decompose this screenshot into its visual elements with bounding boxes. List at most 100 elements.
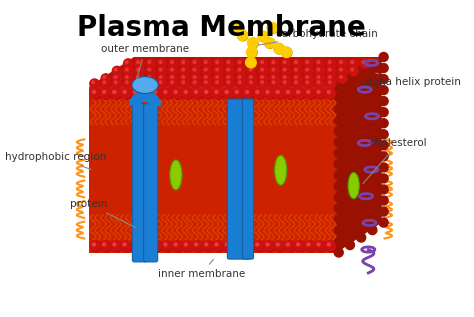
Circle shape bbox=[317, 90, 320, 94]
Circle shape bbox=[148, 76, 151, 79]
Ellipse shape bbox=[348, 172, 359, 199]
Circle shape bbox=[233, 88, 244, 99]
Circle shape bbox=[379, 74, 388, 84]
Circle shape bbox=[169, 74, 178, 83]
Circle shape bbox=[315, 79, 325, 88]
Text: Plasma Membrane: Plasma Membrane bbox=[77, 14, 366, 42]
Circle shape bbox=[362, 61, 365, 63]
Circle shape bbox=[327, 243, 330, 246]
Circle shape bbox=[379, 207, 388, 216]
Circle shape bbox=[379, 108, 388, 117]
Circle shape bbox=[202, 74, 212, 83]
Polygon shape bbox=[89, 87, 337, 253]
Circle shape bbox=[334, 215, 343, 224]
Circle shape bbox=[274, 241, 284, 251]
Circle shape bbox=[141, 88, 152, 99]
Circle shape bbox=[182, 241, 193, 252]
Circle shape bbox=[90, 88, 100, 99]
Circle shape bbox=[121, 89, 132, 99]
Circle shape bbox=[334, 160, 343, 169]
Circle shape bbox=[315, 59, 325, 68]
Circle shape bbox=[357, 123, 365, 132]
Circle shape bbox=[246, 90, 249, 94]
Circle shape bbox=[274, 88, 284, 99]
Circle shape bbox=[133, 243, 137, 246]
Circle shape bbox=[204, 68, 207, 71]
Circle shape bbox=[124, 79, 133, 88]
Circle shape bbox=[114, 76, 117, 79]
Circle shape bbox=[305, 241, 316, 252]
Circle shape bbox=[295, 81, 297, 84]
Circle shape bbox=[317, 61, 320, 63]
Circle shape bbox=[283, 76, 286, 79]
Circle shape bbox=[274, 44, 284, 54]
Circle shape bbox=[254, 88, 264, 99]
Circle shape bbox=[111, 241, 121, 252]
Circle shape bbox=[100, 241, 111, 251]
Circle shape bbox=[91, 241, 101, 252]
Circle shape bbox=[357, 68, 365, 76]
Circle shape bbox=[379, 97, 388, 106]
Circle shape bbox=[297, 90, 300, 94]
Circle shape bbox=[101, 241, 111, 252]
Circle shape bbox=[235, 90, 238, 94]
Circle shape bbox=[334, 193, 343, 202]
Circle shape bbox=[227, 61, 229, 63]
Circle shape bbox=[346, 130, 355, 139]
Circle shape bbox=[360, 59, 370, 68]
Circle shape bbox=[216, 76, 219, 79]
Circle shape bbox=[261, 68, 264, 71]
Circle shape bbox=[379, 130, 388, 139]
Circle shape bbox=[171, 81, 173, 84]
Circle shape bbox=[293, 79, 302, 88]
Circle shape bbox=[295, 89, 305, 99]
Circle shape bbox=[249, 76, 252, 79]
Circle shape bbox=[135, 66, 144, 76]
Circle shape bbox=[357, 189, 365, 198]
Circle shape bbox=[148, 68, 151, 71]
Circle shape bbox=[100, 88, 111, 99]
Circle shape bbox=[192, 241, 203, 251]
Circle shape bbox=[92, 90, 95, 94]
Circle shape bbox=[216, 81, 219, 84]
Circle shape bbox=[328, 68, 331, 71]
Circle shape bbox=[152, 241, 162, 252]
Circle shape bbox=[146, 59, 155, 68]
Ellipse shape bbox=[274, 155, 287, 185]
Circle shape bbox=[346, 218, 355, 228]
Circle shape bbox=[317, 76, 320, 79]
Circle shape bbox=[237, 74, 246, 83]
Circle shape bbox=[281, 47, 292, 57]
Circle shape bbox=[357, 222, 365, 231]
Circle shape bbox=[274, 241, 285, 252]
Circle shape bbox=[238, 81, 241, 84]
Circle shape bbox=[112, 74, 122, 83]
Circle shape bbox=[357, 79, 365, 87]
Circle shape bbox=[142, 241, 152, 252]
Circle shape bbox=[326, 241, 336, 252]
Circle shape bbox=[274, 89, 285, 99]
Circle shape bbox=[144, 90, 146, 94]
Circle shape bbox=[357, 211, 365, 220]
Text: hydrophobic region: hydrophobic region bbox=[5, 152, 106, 169]
Circle shape bbox=[368, 115, 377, 124]
Circle shape bbox=[357, 112, 365, 120]
Circle shape bbox=[194, 90, 198, 94]
Circle shape bbox=[224, 241, 234, 252]
Circle shape bbox=[121, 241, 131, 251]
Circle shape bbox=[246, 243, 249, 246]
Circle shape bbox=[214, 74, 223, 83]
Circle shape bbox=[102, 90, 106, 94]
Circle shape bbox=[346, 163, 355, 172]
Circle shape bbox=[334, 138, 343, 147]
Circle shape bbox=[282, 79, 291, 88]
Circle shape bbox=[225, 74, 235, 83]
Circle shape bbox=[146, 79, 155, 88]
Circle shape bbox=[169, 79, 178, 88]
Circle shape bbox=[272, 81, 275, 84]
Circle shape bbox=[272, 68, 275, 71]
Circle shape bbox=[346, 86, 355, 95]
Circle shape bbox=[272, 61, 275, 63]
Circle shape bbox=[259, 74, 268, 83]
Circle shape bbox=[90, 79, 99, 88]
